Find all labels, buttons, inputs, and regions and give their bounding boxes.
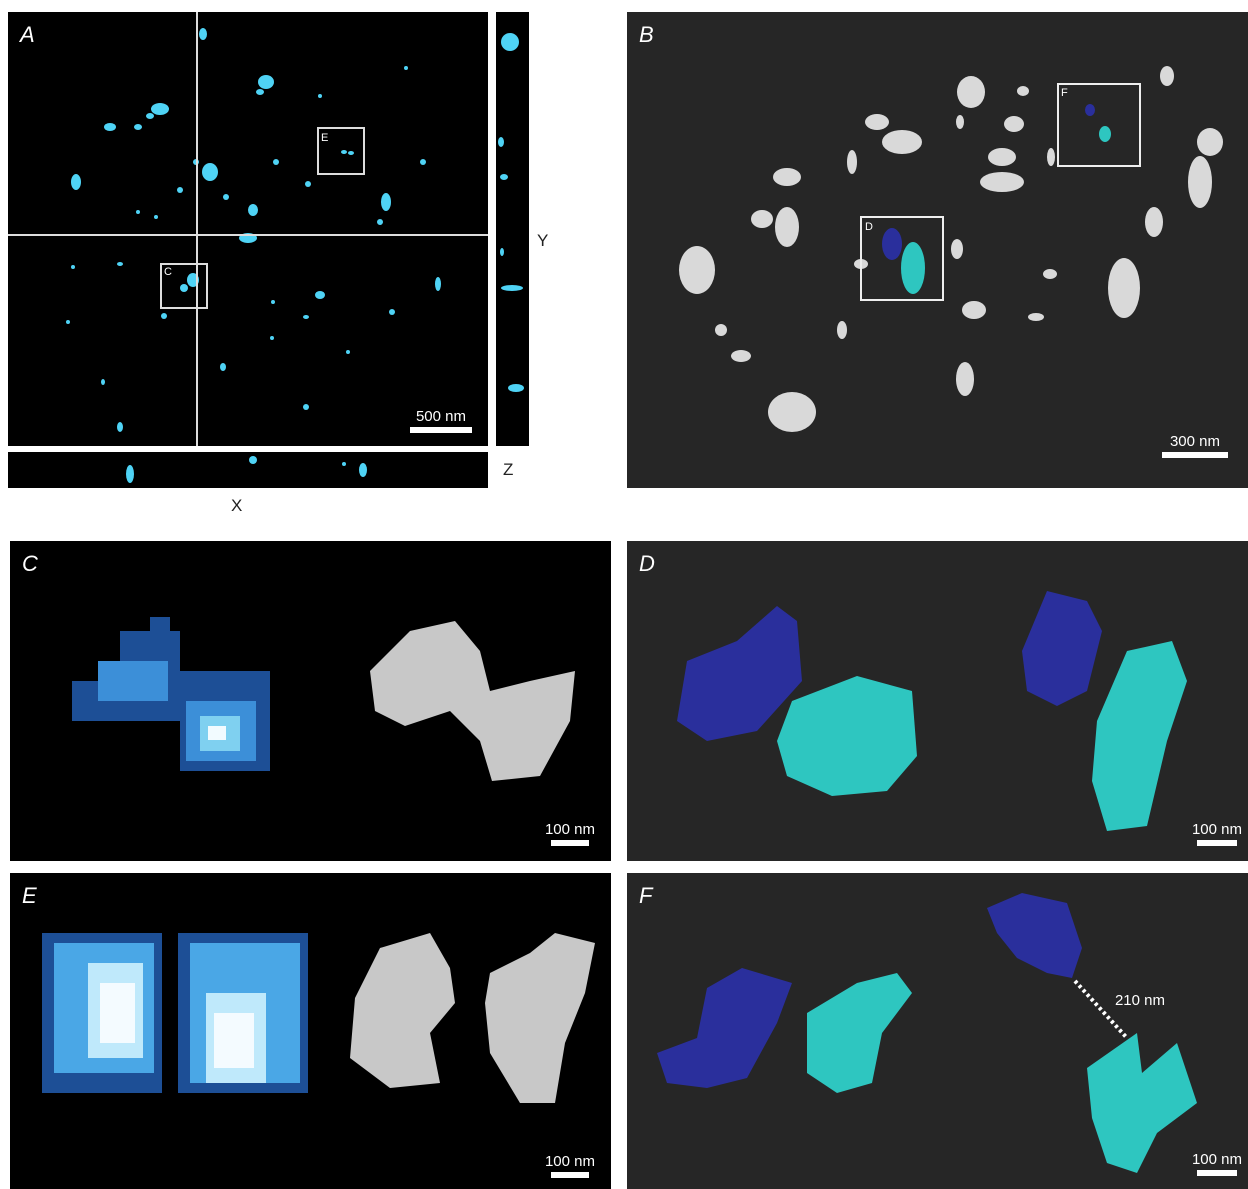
panel-a-label: A bbox=[20, 22, 35, 47]
panel-e-pixels bbox=[42, 933, 595, 1103]
panel-d: D 100 nm bbox=[627, 541, 1248, 861]
inset-label-c: C bbox=[164, 266, 172, 278]
panel-f-label: F bbox=[639, 883, 653, 908]
panel-a-yz-strip bbox=[496, 12, 529, 446]
panel-a-scale-bar: 500 nm bbox=[408, 408, 474, 433]
panel-b-label: B bbox=[639, 22, 654, 47]
panel-f: F 210 nm 100 nm bbox=[627, 873, 1248, 1189]
yz-signal bbox=[498, 33, 524, 392]
panel-c-pixels bbox=[72, 617, 575, 781]
panel-c: C 100 nm bbox=[10, 541, 611, 861]
panel-a-xy: A E C 500 nm bbox=[8, 12, 488, 446]
panel-f-scale-bar: 100 nm bbox=[1187, 1151, 1247, 1176]
inset-label-f: F bbox=[1061, 87, 1068, 99]
axis-y-label: Y bbox=[537, 231, 549, 250]
panel-c-scale-text: 100 nm bbox=[544, 821, 596, 838]
panel-a-xz-strip bbox=[8, 452, 488, 488]
panel-f-scale-text: 100 nm bbox=[1191, 1151, 1243, 1168]
panel-b-scale-text: 300 nm bbox=[1169, 433, 1221, 450]
xz-signal bbox=[126, 456, 367, 483]
panel-d-surfaces bbox=[677, 591, 1187, 831]
panel-c-label: C bbox=[22, 551, 38, 576]
panel-b-surface-render: B F D 300 nm bbox=[627, 12, 1248, 488]
panel-a-signal bbox=[8, 12, 488, 446]
panel-a-scale-text: 500 nm bbox=[415, 408, 467, 425]
panel-e-scale-text: 100 nm bbox=[544, 1153, 596, 1170]
axis-x-label: X bbox=[231, 496, 243, 515]
inset-label-d: D bbox=[865, 221, 873, 233]
distance-label: 210 nm bbox=[1114, 992, 1166, 1009]
panel-d-label: D bbox=[639, 551, 655, 576]
panel-e-label: E bbox=[22, 883, 37, 908]
panel-b-surfaces bbox=[679, 66, 1223, 432]
axis-z-label: Z bbox=[503, 460, 514, 479]
inset-label-e: E bbox=[321, 132, 329, 144]
panel-f-surfaces bbox=[657, 893, 1197, 1173]
panel-e: E 100 nm bbox=[10, 873, 611, 1189]
panel-b-scale-bar: 300 nm bbox=[1157, 433, 1233, 458]
panel-d-scale-bar: 100 nm bbox=[1187, 821, 1247, 846]
panel-e-scale-bar: 100 nm bbox=[540, 1153, 600, 1178]
panel-d-scale-text: 100 nm bbox=[1191, 821, 1243, 838]
panel-c-scale-bar: 100 nm bbox=[540, 821, 600, 846]
